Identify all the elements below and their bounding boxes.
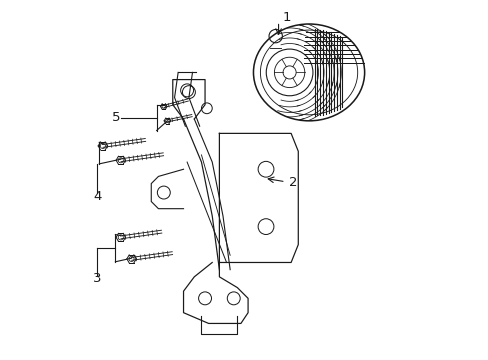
Text: 2: 2 — [289, 176, 297, 189]
Text: 3: 3 — [93, 272, 102, 285]
Text: 5: 5 — [112, 112, 120, 125]
Text: 1: 1 — [282, 12, 290, 24]
Text: 4: 4 — [93, 190, 102, 203]
